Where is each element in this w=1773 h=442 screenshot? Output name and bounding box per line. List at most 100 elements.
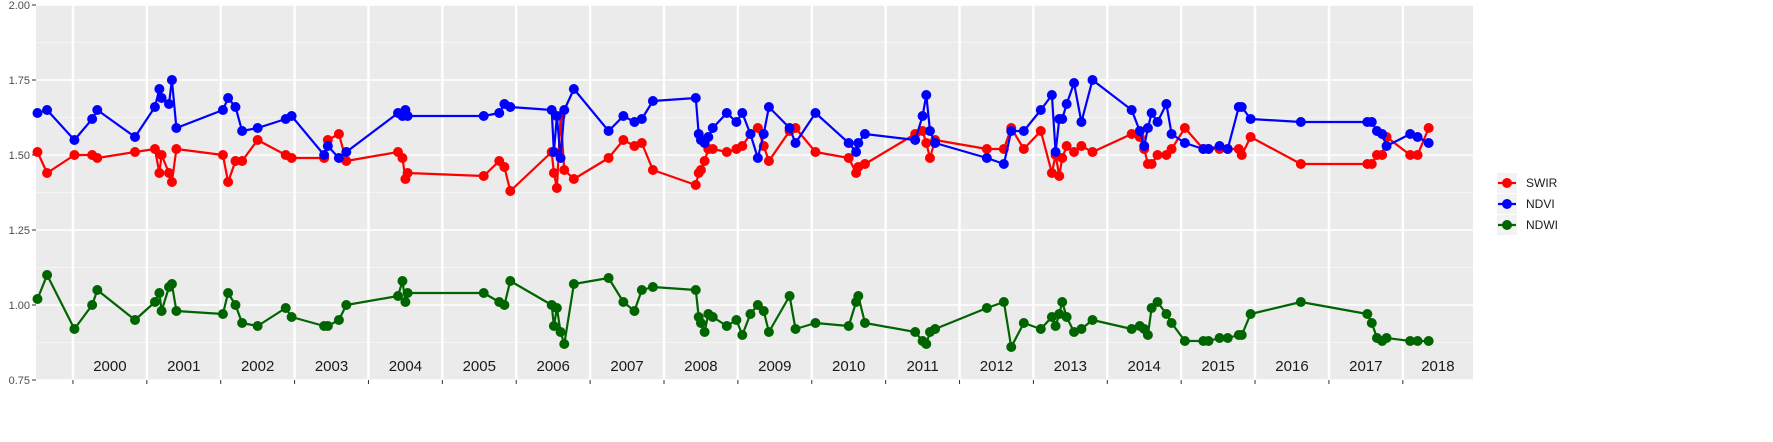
ndwi-point [1050, 321, 1061, 331]
ndvi-point [505, 102, 516, 112]
ndwi-point [1179, 336, 1190, 346]
swir-point [1061, 141, 1072, 151]
ndwi-point [252, 321, 263, 331]
swir-point [917, 126, 928, 136]
ndwi-point [333, 315, 344, 325]
ndvi-point [853, 138, 864, 148]
ndwi-point [393, 291, 404, 301]
ndvi-point [921, 90, 932, 100]
ndwi-point [286, 312, 297, 322]
ndwi-point [695, 318, 706, 328]
ndvi-point [745, 129, 756, 139]
ndwi-point [1142, 330, 1153, 340]
series-layer [32, 75, 1434, 352]
ndvi-point [721, 108, 732, 118]
swir-point [1018, 144, 1029, 154]
swir-point [1295, 159, 1306, 169]
ndvi-point [924, 126, 935, 136]
ndvi-point [752, 153, 763, 163]
ndvi-point [230, 102, 241, 112]
swir-point [721, 147, 732, 157]
swir-point [981, 144, 992, 154]
swir-point [737, 141, 748, 151]
ndwi-point [505, 276, 516, 286]
ndwi-point [699, 327, 710, 337]
swir-point [1377, 150, 1388, 160]
ndwi-point [603, 273, 614, 283]
swir-point [1035, 126, 1046, 136]
swir-point [603, 153, 614, 163]
swir-point [1069, 147, 1080, 157]
ndwi-point [555, 327, 566, 337]
ndvi-point [551, 111, 562, 121]
ndvi-point [636, 114, 647, 124]
ndwi-point [1076, 324, 1087, 334]
swir-point [1087, 147, 1098, 157]
ndwi-point [1166, 318, 1177, 328]
ndvi-point [1161, 99, 1172, 109]
swir-point [478, 171, 489, 181]
ndwi-point [1412, 336, 1423, 346]
year-label: 2008 [684, 358, 717, 375]
ndwi-point [568, 279, 579, 289]
swir-point [548, 168, 559, 178]
ndvi-point [1412, 132, 1423, 142]
ndwi-point [1006, 342, 1017, 352]
ndvi-point [494, 108, 505, 118]
ndvi-point [1050, 147, 1061, 157]
ndwi-point [400, 297, 411, 307]
ndwi-point [149, 297, 160, 307]
swir-point [1166, 144, 1177, 154]
swir-point [810, 147, 821, 157]
ndvi-point [910, 135, 921, 145]
swir-point [1245, 132, 1256, 142]
ndwi-point [69, 324, 80, 334]
ndwi-point [1381, 333, 1392, 343]
swir-point [1236, 150, 1247, 160]
ndvi-point [149, 102, 160, 112]
ndvi-point [341, 147, 352, 157]
ndvi-point [163, 99, 174, 109]
swir-point [1057, 153, 1068, 163]
ndvi-point [763, 102, 774, 112]
ndvi-point [166, 75, 177, 85]
year-label: 2017 [1349, 358, 1382, 375]
ndwi-point [636, 285, 647, 295]
ndwi-point [981, 303, 992, 313]
ndwi-point [397, 276, 408, 286]
y-tick-label: 1.00 [9, 300, 30, 312]
year-label: 2010 [832, 358, 865, 375]
swir-point [149, 144, 160, 154]
swir-point [707, 144, 718, 154]
ndvi-point [1146, 108, 1157, 118]
legend-label-ndvi: NDVI [1526, 197, 1555, 211]
ndvi-point [1179, 138, 1190, 148]
ndwi-point [1366, 318, 1377, 328]
swir-point [505, 186, 516, 196]
ndwi-point [499, 300, 510, 310]
y-axis: 0.75 1.00 1.25 1.50 1.75 2.00 [9, 0, 36, 387]
year-label: 2007 [610, 358, 643, 375]
swir-point [171, 144, 182, 154]
swir-point [333, 129, 344, 139]
ndwi-point [130, 315, 141, 325]
swir-point [499, 162, 510, 172]
ndvi-point [1381, 141, 1392, 151]
legend-marker-ndvi [1502, 199, 1512, 209]
ndvi-point [154, 84, 165, 94]
swir-point [1405, 150, 1416, 160]
ndvi-point [618, 111, 629, 121]
ndvi-point [548, 147, 559, 157]
ndvi-point [1377, 129, 1388, 139]
swir-point [217, 150, 228, 160]
y-tick-label: 1.50 [9, 150, 30, 162]
y-tick-label: 1.75 [9, 75, 30, 87]
ndvi-point [130, 132, 141, 142]
ndwi-point [810, 318, 821, 328]
legend-label-ndwi: NDWI [1526, 218, 1558, 232]
swir-point [618, 135, 629, 145]
ndwi-point [1152, 297, 1163, 307]
ndvi-point [568, 84, 579, 94]
year-labels: 2000 2001 2002 2003 2004 2005 2006 2007 2008 2009… [93, 358, 1454, 375]
